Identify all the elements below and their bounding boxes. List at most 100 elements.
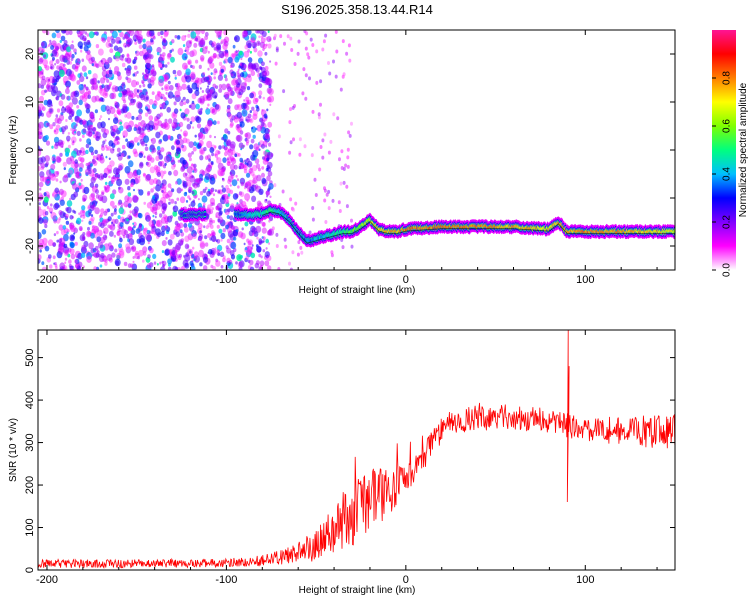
- noise-speckle: [107, 224, 111, 229]
- x-tick-label: -200: [36, 574, 58, 586]
- noise-speckle: [249, 110, 252, 114]
- noise-speckle: [94, 31, 97, 35]
- noise-speckle: [188, 30, 191, 33]
- noise-speckle: [56, 230, 59, 235]
- noise-speckle: [41, 75, 46, 81]
- noise-speckle: [43, 99, 48, 106]
- noise-speckle: [189, 71, 196, 79]
- noise-speckle: [265, 36, 268, 41]
- noise-speckle: [155, 228, 161, 236]
- noise-speckle: [114, 86, 119, 92]
- noise-speckle: [266, 175, 271, 182]
- noise-speckle: [186, 117, 190, 122]
- noise-speckle: [87, 166, 91, 170]
- noise-speckle: [191, 65, 195, 70]
- noise-speckle: [244, 181, 249, 187]
- noise-speckle: [90, 176, 96, 184]
- noise-speckle: [184, 254, 191, 262]
- noise-speckle: [262, 236, 266, 241]
- noise-speckle: [259, 260, 265, 267]
- noise-speckle: [157, 31, 161, 37]
- noise-speckle: [238, 50, 243, 56]
- noise-speckle: [202, 202, 206, 206]
- noise-speckle: [251, 195, 257, 202]
- noise-speckle: [243, 50, 250, 58]
- noise-speckle: [283, 237, 287, 242]
- noise-speckle: [100, 236, 106, 244]
- noise-speckle: [71, 122, 77, 130]
- noise-speckle: [205, 76, 210, 82]
- noise-speckle: [219, 219, 226, 227]
- noise-speckle: [69, 222, 75, 229]
- noise-speckle: [227, 178, 232, 185]
- noise-speckle: [253, 47, 258, 53]
- noise-speckle: [75, 66, 79, 70]
- noise-speckle: [251, 126, 254, 130]
- noise-speckle: [118, 186, 124, 194]
- noise-speckle: [211, 207, 214, 211]
- noise-speckle: [204, 155, 209, 160]
- noise-speckle: [144, 68, 149, 73]
- noise-speckle: [247, 99, 252, 105]
- chart-title: S196.2025.358.13.44.R14: [281, 2, 433, 17]
- noise-speckle: [161, 250, 165, 254]
- noise-speckle: [308, 230, 312, 235]
- noise-speckle: [152, 70, 157, 77]
- noise-speckle: [110, 212, 114, 217]
- noise-speckle: [212, 219, 216, 224]
- noise-speckle: [225, 245, 229, 250]
- noise-speckle: [168, 84, 174, 91]
- noise-speckle: [217, 150, 221, 155]
- noise-speckle: [234, 56, 240, 63]
- noise-speckle: [328, 71, 332, 76]
- noise-speckle: [247, 248, 253, 255]
- noise-speckle: [73, 125, 76, 129]
- noise-speckle: [89, 193, 95, 201]
- noise-speckle: [292, 137, 295, 142]
- noise-speckle: [184, 56, 187, 59]
- noise-speckle: [227, 193, 231, 197]
- noise-speckle: [127, 160, 134, 168]
- x-tick-label: 100: [576, 574, 594, 586]
- noise-speckle: [146, 49, 152, 55]
- noise-speckle: [247, 187, 251, 192]
- noise-speckle: [69, 242, 75, 249]
- noise-speckle: [298, 152, 302, 157]
- noise-speckle: [164, 72, 171, 80]
- noise-speckle: [225, 224, 229, 230]
- noise-speckle: [232, 44, 236, 49]
- noise-speckle: [259, 41, 265, 48]
- noise-speckle: [85, 108, 91, 114]
- noise-speckle: [119, 237, 123, 243]
- noise-speckle: [142, 172, 146, 177]
- noise-speckle: [104, 92, 108, 97]
- noise-speckle: [81, 205, 86, 211]
- noise-speckle: [266, 87, 272, 94]
- noise-speckle: [131, 245, 137, 252]
- spectrogram-heatmap: [38, 30, 675, 270]
- noise-speckle: [267, 188, 270, 192]
- noise-speckle: [128, 120, 134, 128]
- noise-speckle: [38, 181, 44, 188]
- noise-speckle: [229, 189, 234, 195]
- noise-speckle: [183, 132, 187, 137]
- noise-speckle: [347, 43, 351, 48]
- noise-speckle: [251, 244, 254, 247]
- noise-speckle: [182, 62, 188, 70]
- noise-speckle: [100, 252, 105, 259]
- noise-speckle: [65, 88, 70, 95]
- noise-speckle: [129, 226, 133, 231]
- noise-speckle: [250, 33, 257, 41]
- noise-speckle: [187, 186, 193, 193]
- noise-speckle: [180, 166, 185, 172]
- noise-speckle: [126, 57, 132, 64]
- noise-speckle: [162, 134, 169, 142]
- noise-speckle: [86, 252, 93, 260]
- noise-speckle: [118, 186, 121, 190]
- noise-speckle: [220, 41, 223, 45]
- noise-speckle: [160, 230, 165, 237]
- noise-speckle: [68, 102, 74, 108]
- noise-speckle: [115, 71, 119, 76]
- noise-speckle: [162, 191, 169, 199]
- noise-speckle: [184, 35, 187, 38]
